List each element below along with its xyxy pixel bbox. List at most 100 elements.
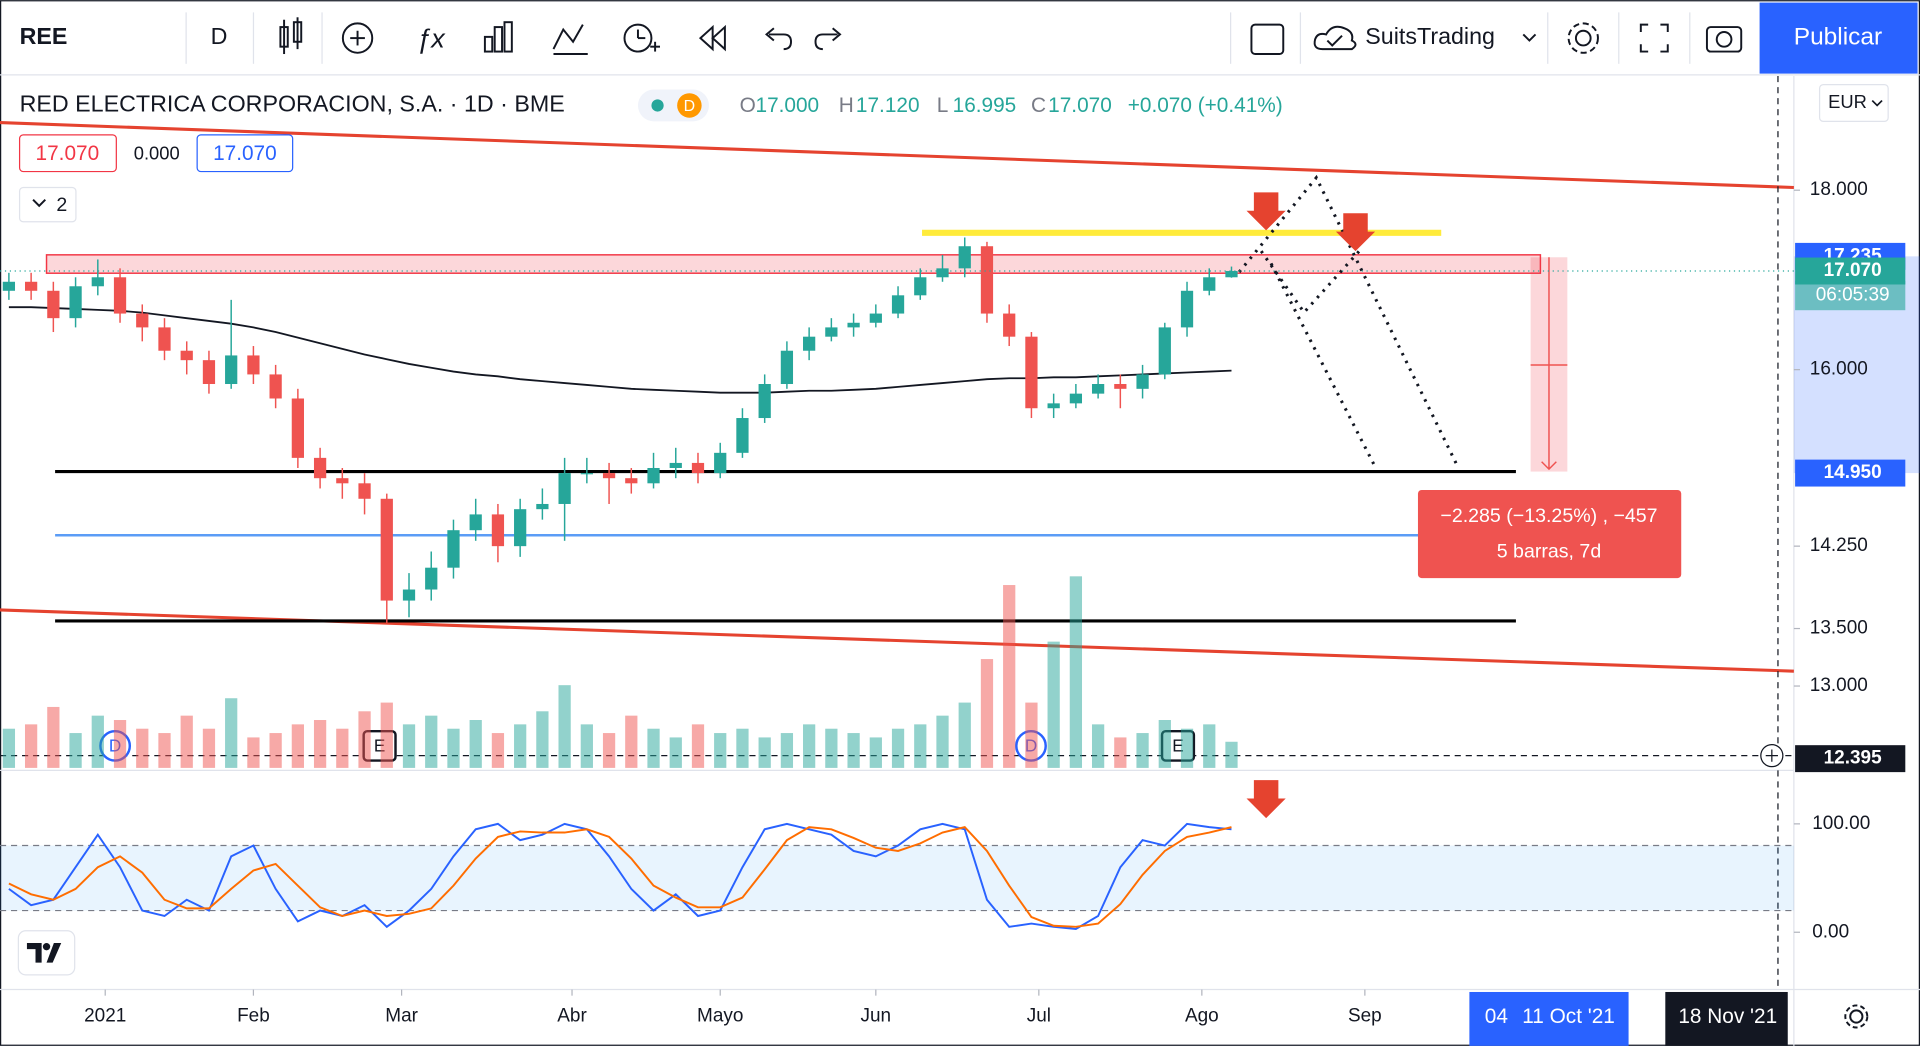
settings-icon[interactable] (1844, 1004, 1869, 1029)
currency-button[interactable] (1818, 84, 1889, 122)
event-label[interactable]: E (374, 736, 385, 756)
volume-bar (891, 728, 905, 768)
input-value[interactable]: 17.070 (36, 142, 100, 165)
volume-bar (1225, 741, 1238, 768)
volume-bar (1114, 737, 1127, 768)
settings-icon[interactable] (1567, 22, 1599, 54)
volume-bar (936, 715, 949, 768)
volume-bar (1003, 585, 1016, 768)
interval[interactable]: D (211, 23, 228, 49)
price-tag: 14.950 (1824, 462, 1882, 483)
candle-body (91, 277, 104, 287)
arrow-down[interactable] (1335, 213, 1376, 252)
volume-bar (691, 724, 705, 768)
candle-body (691, 462, 705, 474)
add-icon[interactable] (341, 22, 374, 54)
candle-body (1003, 313, 1016, 337)
candle-body (402, 589, 416, 601)
oscillator-line (8, 822, 1232, 931)
y-tick-label: 18.000 (1810, 179, 1868, 200)
volume-bar (536, 711, 549, 768)
x-tick-label: Mar (385, 1005, 418, 1026)
volume-bar (358, 711, 371, 768)
projection-path[interactable] (1259, 250, 1378, 470)
x-tick-label: Jul (1027, 1005, 1051, 1026)
redo-icon[interactable] (814, 27, 842, 51)
volume-bar (202, 728, 216, 768)
candle-body (891, 295, 905, 314)
candle-body (358, 483, 371, 499)
y-tick-label: 14.250 (1810, 535, 1868, 556)
volume-bar (625, 715, 638, 768)
ohlc-value: 17.070 (1048, 94, 1112, 117)
candle-body (69, 286, 82, 319)
measure-label: 5 barras, 7d (1497, 541, 1601, 563)
arrow-down[interactable] (1246, 780, 1286, 819)
event-label[interactable]: E (1172, 736, 1183, 756)
tv-logo (17, 930, 76, 976)
candle-body (336, 478, 349, 484)
candle-body (580, 473, 593, 475)
publish-label[interactable]: Publicar (1794, 24, 1882, 51)
candle-body (1180, 290, 1194, 328)
replay-icon[interactable] (698, 24, 726, 52)
alert-icon[interactable] (623, 23, 660, 53)
volume-bar (914, 724, 927, 768)
projection-path[interactable] (1237, 174, 1459, 467)
ohlc-label: L (937, 94, 949, 117)
resistance-zone[interactable] (45, 254, 1542, 274)
input-value[interactable]: 17.070 (213, 142, 277, 165)
instrument-title: RED ELECTRICA CORPORACION, S.A. · 1D · B… (20, 91, 565, 117)
symbol[interactable]: REE (20, 23, 68, 49)
chevron (32, 199, 46, 208)
volume-bar (1025, 702, 1038, 768)
collapsed-count[interactable]: 2 (56, 194, 67, 216)
price-tag: 12.395 (1824, 748, 1882, 769)
volume-bar (313, 720, 327, 768)
account-name[interactable]: SuitsTrading (1365, 23, 1495, 49)
candle-body (136, 313, 149, 328)
currency[interactable]: EUR (1828, 91, 1867, 112)
volume-bar (736, 728, 749, 768)
fullscreen-icon[interactable] (1639, 23, 1669, 53)
volume-bar (269, 733, 282, 768)
arrow-down[interactable] (1246, 192, 1286, 231)
layout-icon[interactable] (1250, 23, 1285, 56)
input-box[interactable] (18, 134, 117, 173)
time-tags: 04 11 Oct '21 18 Nov '21 (1469, 991, 1869, 1046)
compare-icon[interactable] (552, 24, 588, 56)
candles-icon[interactable] (279, 17, 303, 55)
legend: RED ELECTRICA CORPORACION, S.A. · 1D · B… (18, 84, 1889, 223)
volume-bar (758, 737, 771, 768)
candle-body (247, 355, 260, 375)
volume-bar (2, 728, 16, 768)
volume-bar (291, 724, 304, 768)
candle-body (914, 277, 927, 296)
volume-bar (602, 733, 616, 768)
chevron[interactable] (1522, 33, 1537, 42)
volume-bar (24, 724, 38, 768)
collapse-button[interactable] (18, 186, 77, 223)
snapshot-icon[interactable] (1705, 26, 1743, 53)
logo-box (17, 930, 76, 976)
candle-body (558, 473, 571, 504)
candle-body (825, 327, 838, 337)
candle-body (1047, 403, 1060, 409)
publish-button[interactable] (1759, 2, 1918, 74)
volume-bar (869, 737, 882, 768)
templates-icon[interactable] (483, 21, 513, 53)
candle-body (936, 268, 949, 278)
input-value[interactable]: 0.000 (134, 142, 180, 163)
ohlc-label: C (1031, 94, 1046, 117)
candle-body (647, 467, 660, 484)
time-tag: 11 Oct '21 (1522, 1005, 1615, 1028)
trend-line[interactable] (0, 121, 1794, 190)
input-box[interactable] (196, 134, 294, 173)
undo-icon[interactable] (765, 27, 793, 51)
cloud-icon[interactable] (1313, 25, 1357, 51)
time-range-tag (1469, 991, 1629, 1046)
candle-body (202, 360, 216, 385)
drawings: −2.285 (−13.25%) , −457 5 barras, 7d (0, 76, 1794, 990)
chevron (1871, 99, 1883, 107)
indicators-icon[interactable]: ƒx (416, 24, 446, 54)
